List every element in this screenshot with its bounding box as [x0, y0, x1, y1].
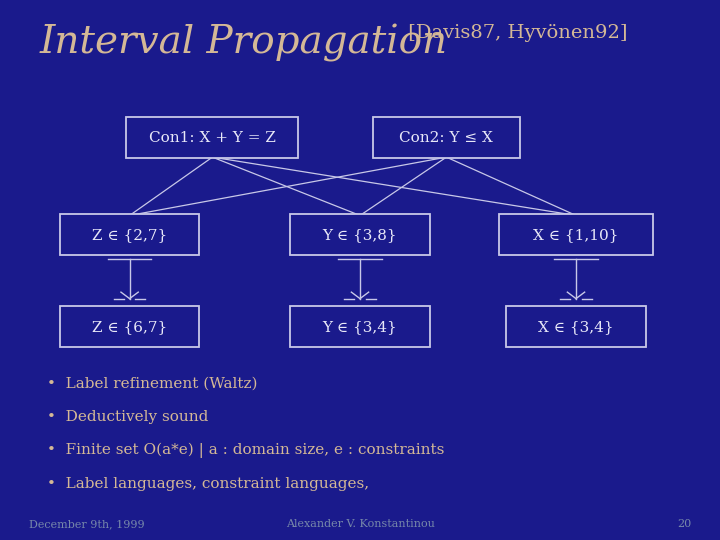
FancyBboxPatch shape — [127, 117, 299, 158]
Text: Z ∈ {6,7}: Z ∈ {6,7} — [92, 320, 167, 334]
FancyBboxPatch shape — [499, 214, 653, 255]
Text: •  Label refinement (Waltz): • Label refinement (Waltz) — [47, 376, 257, 390]
Text: December 9th, 1999: December 9th, 1999 — [29, 519, 145, 529]
FancyBboxPatch shape — [506, 306, 646, 347]
Text: Interval Propagation: Interval Propagation — [40, 24, 448, 62]
FancyBboxPatch shape — [290, 306, 430, 347]
Text: Z ∈ {2,7}: Z ∈ {2,7} — [92, 228, 167, 242]
FancyBboxPatch shape — [60, 214, 199, 255]
Text: 20: 20 — [677, 519, 691, 529]
Text: Y ∈ {3,8}: Y ∈ {3,8} — [323, 228, 397, 242]
Text: Alexander V. Konstantinou: Alexander V. Konstantinou — [286, 519, 434, 529]
Text: •  Deductively sound: • Deductively sound — [47, 410, 208, 424]
Text: •  Finite set O(a*e) | a : domain size, e : constraints: • Finite set O(a*e) | a : domain size, e… — [47, 443, 444, 458]
Text: X ∈ {3,4}: X ∈ {3,4} — [538, 320, 614, 334]
Text: X ∈ {1,10}: X ∈ {1,10} — [534, 228, 618, 242]
Text: Con2: Y ≤ X: Con2: Y ≤ X — [400, 131, 493, 145]
Text: •  Label languages, constraint languages,: • Label languages, constraint languages, — [47, 477, 369, 491]
Text: Con1: X + Y = Z: Con1: X + Y = Z — [149, 131, 276, 145]
FancyBboxPatch shape — [290, 214, 430, 255]
FancyBboxPatch shape — [60, 306, 199, 347]
Text: Y ∈ {3,4}: Y ∈ {3,4} — [323, 320, 397, 334]
FancyBboxPatch shape — [373, 117, 520, 158]
Text: [Davis87, Hyvönen92]: [Davis87, Hyvönen92] — [402, 24, 627, 42]
